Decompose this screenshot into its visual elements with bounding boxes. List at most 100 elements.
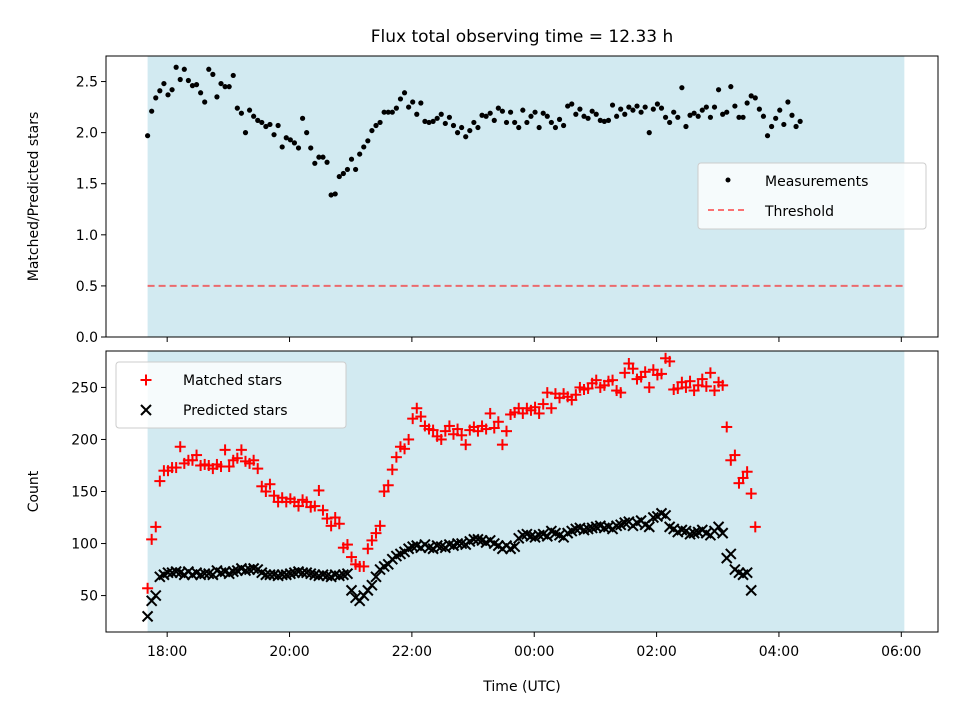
measurement-point [479, 112, 485, 118]
measurement-point [720, 111, 726, 117]
matched-star-point [260, 486, 272, 497]
matched-star-point [456, 429, 468, 441]
matched-star-point [142, 582, 154, 594]
predicted-star-point [647, 511, 660, 524]
measurement-point [769, 123, 775, 130]
measurement-point [622, 111, 628, 117]
measurement-point [630, 107, 636, 113]
x-axis-label: Time (UTC) [482, 679, 560, 695]
matched-star-point [541, 387, 553, 399]
measurement-point [715, 87, 722, 93]
measurement-point [430, 118, 436, 124]
matched-star-point [704, 367, 716, 379]
matched-star-point [492, 416, 504, 428]
measurement-point [507, 109, 514, 115]
measurement-point [695, 113, 701, 119]
measurements-legend-label: Measurements [765, 174, 868, 190]
y-tick-label: 150 [71, 485, 98, 501]
measurement-point [279, 144, 285, 150]
matched-star-point [615, 387, 627, 399]
matched-star-point [191, 449, 203, 461]
measurement-point [662, 114, 669, 120]
x-tick-label: 18:00 [147, 644, 187, 660]
y-tick-label: 2.5 [76, 75, 98, 91]
measurement-point [565, 103, 571, 109]
measurement-point [320, 154, 326, 160]
predicted-star-point [341, 568, 354, 580]
y-tick-label: 200 [71, 432, 98, 448]
measurement-point [165, 92, 171, 98]
predicted-star-point [227, 565, 239, 578]
measurement-point [308, 145, 314, 151]
measurement-point [658, 105, 665, 111]
x-tick-label: 00:00 [514, 644, 554, 660]
matched-star-point [362, 543, 374, 555]
matched-star-point [745, 488, 757, 500]
measurement-point [295, 145, 302, 151]
matched-legend-label: Matched stars [183, 373, 282, 389]
measurement-point [577, 106, 583, 112]
matched-star-point [533, 407, 545, 419]
threshold-legend-label: Threshold [764, 204, 834, 220]
predicted-star-point [643, 521, 655, 533]
measurement-point [646, 130, 652, 136]
legend: Matched stars Predicted stars [115, 361, 347, 429]
predicted-legend-label: Predicted stars [183, 403, 288, 419]
measurement-point [618, 106, 624, 112]
matched-star-point [435, 433, 447, 445]
measurement-point [589, 108, 595, 114]
measurement-point [609, 102, 616, 108]
measurement-point [736, 114, 742, 120]
predicted-star-point [141, 610, 154, 623]
matched-star-point [460, 439, 472, 451]
predicted-star-point [745, 584, 757, 597]
predicted-star-point [366, 579, 378, 591]
measurement-point [206, 66, 212, 72]
x-tick-label: 06:00 [881, 644, 921, 660]
measurement-point [401, 90, 408, 96]
measurement-point [263, 123, 269, 130]
measurement-point [777, 107, 783, 113]
measurement-point [744, 100, 750, 106]
matched-star-point [655, 368, 667, 380]
measurement-point [626, 104, 632, 110]
measurement-point [569, 101, 575, 107]
matched-star-point [313, 484, 325, 496]
predicted-star-point [288, 566, 301, 579]
measurement-point [797, 118, 803, 124]
matched-star-point [415, 411, 427, 423]
matched-star-point [692, 379, 704, 391]
measurement-point [381, 109, 387, 115]
matched-star-point [672, 382, 684, 394]
measurement-point [210, 71, 216, 77]
ratio-panel: 0.0 0.5 1.0 1.5 2.0 2.5 Matched/Predicted sta… [26, 55, 939, 346]
predicted-star-point [610, 520, 623, 532]
y-tick-label: 1.5 [76, 177, 98, 193]
matched-star-point [529, 401, 541, 413]
predicted-star-point [329, 569, 341, 581]
measurement-point [218, 80, 224, 87]
matched-star-point [329, 512, 341, 524]
measurement-point [177, 76, 183, 83]
measurement-point [528, 113, 534, 119]
predicted-star-point [260, 569, 272, 581]
matched-star-point [317, 504, 329, 516]
measurement-point [524, 119, 530, 126]
measurement-point [463, 134, 469, 140]
measurement-point [238, 110, 245, 116]
measurement-point [149, 108, 155, 114]
measurement-point [573, 111, 579, 117]
measurement-point [426, 119, 432, 126]
measurement-point [707, 114, 714, 120]
measurement-point [414, 111, 420, 117]
predicted-star-point [578, 524, 590, 536]
measurement-point [548, 119, 554, 126]
matched-star-point [496, 439, 508, 451]
measurement-point [561, 122, 567, 129]
measurements-points [145, 64, 803, 198]
y-tick-label: 1.0 [76, 228, 98, 244]
x-tick-label: 22:00 [392, 644, 432, 660]
measurement-point [667, 119, 673, 126]
measurement-point [467, 127, 473, 134]
predicted-star-point [337, 569, 350, 581]
